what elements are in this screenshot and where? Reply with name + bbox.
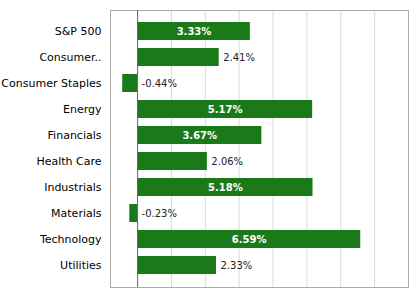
svg-text:Consumer..: Consumer.. — [39, 51, 101, 64]
svg-text:3.33%: 3.33% — [177, 26, 212, 37]
svg-text:5.18%: 5.18% — [208, 182, 243, 193]
svg-text:2.06%: 2.06% — [211, 156, 243, 167]
svg-text:Utilities: Utilities — [60, 259, 102, 272]
svg-text:S&P 500: S&P 500 — [55, 25, 102, 38]
svg-text:Health Care: Health Care — [36, 155, 101, 168]
svg-text:2.41%: 2.41% — [223, 52, 255, 63]
svg-text:-0.44%: -0.44% — [142, 78, 177, 89]
svg-text:Energy: Energy — [63, 103, 102, 116]
svg-text:3.67%: 3.67% — [182, 130, 217, 141]
svg-text:5.17%: 5.17% — [208, 104, 243, 115]
svg-text:Financials: Financials — [48, 129, 102, 142]
svg-text:-0.23%: -0.23% — [142, 208, 177, 219]
svg-text:6.59%: 6.59% — [232, 234, 267, 245]
svg-text:Industrials: Industrials — [44, 181, 102, 194]
svg-text:Consumer Staples: Consumer Staples — [1, 77, 101, 90]
svg-text:Materials: Materials — [51, 207, 102, 220]
svg-text:Technology: Technology — [39, 233, 102, 246]
svg-text:2.33%: 2.33% — [220, 260, 252, 271]
